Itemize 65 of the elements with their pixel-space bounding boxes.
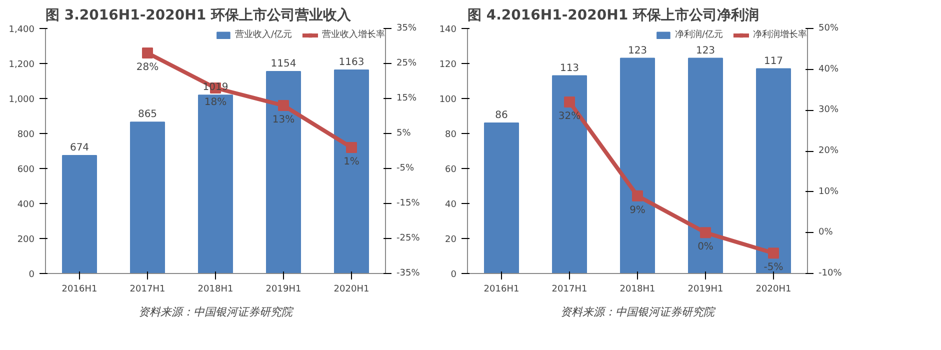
y2-tick-label: 5% bbox=[396, 128, 412, 138]
y-tick-label: 400 bbox=[17, 200, 35, 210]
y2-tick-label: 20% bbox=[818, 146, 839, 156]
y2-tick-label: 0% bbox=[818, 228, 834, 238]
y-tick-label: 40 bbox=[445, 200, 457, 210]
y2-tick-label: 25% bbox=[396, 58, 417, 68]
data-label: 117 bbox=[764, 56, 784, 67]
data-label: -5% bbox=[764, 262, 784, 274]
x-tick-label: 2017H1 bbox=[130, 284, 166, 294]
x-tick-label: 2019H1 bbox=[688, 284, 724, 294]
data-label: 1154 bbox=[270, 58, 296, 70]
legend-label: 净利润增长率 bbox=[753, 28, 807, 41]
data-label: 674 bbox=[70, 142, 90, 154]
y-tick-label: 0 bbox=[450, 270, 457, 280]
y-tick-label: 140 bbox=[439, 25, 457, 35]
y-tick-label: 120 bbox=[439, 60, 457, 70]
y-tick-label: 80 bbox=[445, 130, 457, 140]
y2-tick-label: 35% bbox=[396, 24, 417, 34]
x-tick-label: 2016H1 bbox=[484, 284, 520, 294]
data-label: 113 bbox=[560, 62, 580, 74]
data-label: 0% bbox=[698, 242, 714, 253]
text: 资料来源：中国银河证券研究院 bbox=[138, 306, 294, 318]
data-label: 123 bbox=[628, 45, 648, 56]
data-label: 18% bbox=[204, 97, 227, 108]
x-tick-label: 2019H1 bbox=[266, 284, 302, 294]
chart-title: 图 3.2016H1-2020H1 环保上市公司营业收入 bbox=[46, 6, 352, 24]
text: 资料来源：中国银河证券研究院 bbox=[560, 306, 716, 318]
y-tick-label: 0 bbox=[28, 270, 35, 280]
y-tick-label: 20 bbox=[445, 235, 457, 245]
x-tick-label: 2018H1 bbox=[198, 284, 234, 294]
legend-label: 营业收入增长率 bbox=[322, 28, 385, 41]
x-tick-label: 2016H1 bbox=[62, 284, 98, 294]
data-label: 1% bbox=[344, 156, 360, 168]
x-tick-label: 2020H1 bbox=[756, 284, 792, 294]
y2-tick-label: -5% bbox=[396, 164, 414, 174]
y2-tick-label: -10% bbox=[818, 268, 842, 278]
data-label: 28% bbox=[136, 62, 159, 73]
y-tick-label: 800 bbox=[17, 130, 35, 140]
y-tick-label: 1,200 bbox=[8, 60, 35, 70]
data-label: 1163 bbox=[338, 56, 364, 68]
y2-tick-label: 10% bbox=[818, 186, 839, 197]
y2-tick-label: 40% bbox=[818, 64, 839, 74]
y2-tick-label: -15% bbox=[396, 198, 420, 208]
y-tick-label: 1,400 bbox=[8, 25, 35, 35]
chart-title: 图 4.2016H1-2020H1 环保上市公司净利润 bbox=[468, 6, 759, 24]
y-tick-label: 1,000 bbox=[8, 95, 35, 105]
legend-label: 营业收入/亿元 bbox=[234, 28, 292, 41]
data-label: 865 bbox=[138, 109, 158, 120]
data-label: 86 bbox=[495, 110, 508, 121]
y-tick-label: 200 bbox=[17, 235, 35, 245]
data-label: 9% bbox=[630, 204, 646, 216]
y2-tick-label: 30% bbox=[818, 105, 839, 116]
y2-tick-label: 50% bbox=[818, 24, 839, 34]
x-tick-label: 2017H1 bbox=[552, 284, 588, 294]
x-tick-label: 2018H1 bbox=[620, 284, 656, 294]
y-tick-label: 100 bbox=[439, 95, 457, 105]
x-tick-label: 2020H1 bbox=[334, 284, 370, 294]
y-tick-label: 600 bbox=[17, 165, 35, 175]
data-label: 13% bbox=[272, 114, 295, 126]
y2-tick-label: 15% bbox=[396, 94, 417, 104]
legend-label: 净利润/亿元 bbox=[674, 28, 723, 41]
y2-tick-label: -35% bbox=[396, 268, 420, 278]
y2-tick-label: -25% bbox=[396, 234, 420, 244]
data-label: 123 bbox=[696, 45, 716, 56]
y-tick-label: 60 bbox=[445, 165, 457, 175]
